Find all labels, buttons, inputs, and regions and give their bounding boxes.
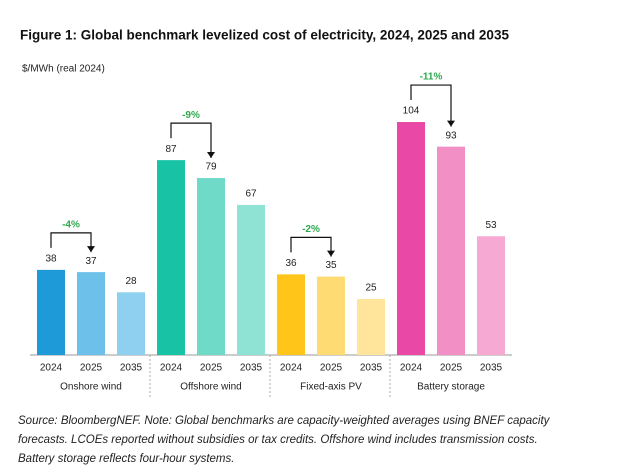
value-label: 38 [45,254,57,265]
bar [157,160,185,355]
change-bracket [410,84,452,127]
value-label: 104 [403,106,420,117]
change-label: -11% [420,72,443,83]
group-label: Battery storage [417,382,485,393]
bar [437,146,465,355]
value-label: 37 [85,256,97,267]
bar [357,299,385,355]
value-label: 25 [365,283,377,294]
x-tick-label: 2035 [360,363,383,374]
change-bracket [170,122,212,159]
x-tick-label: 2035 [120,363,143,374]
group-label: Fixed-axis PV [300,382,362,393]
change-arrow [87,246,95,253]
bar [77,272,105,355]
bar [197,178,225,355]
bar [277,274,305,355]
change-bracket [50,232,92,253]
x-tick-label: 2035 [240,363,263,374]
x-tick-label: 2025 [440,363,463,374]
bar [477,236,505,355]
y-axis-label: $/MWh (real 2024) [22,64,105,75]
change-label: -2% [302,224,320,235]
change-bracket [290,236,332,257]
x-tick-label: 2035 [480,363,503,374]
bar [237,204,265,355]
value-label: 87 [165,144,177,155]
x-tick-label: 2025 [200,363,223,374]
bar [317,276,345,355]
value-label: 36 [285,258,297,269]
change-label: -9% [182,110,200,121]
x-tick-label: 2024 [160,363,183,374]
value-label: 35 [325,260,337,271]
x-tick-label: 2025 [320,363,343,374]
change-arrow [447,120,455,127]
bar [37,269,65,355]
value-label: 28 [125,276,137,287]
source-note: Battery storage reflects four-hour syste… [18,453,234,465]
value-label: 79 [205,162,217,173]
x-tick-label: 2024 [400,363,423,374]
x-tick-label: 2024 [280,363,303,374]
bar [397,122,425,355]
value-label: 53 [485,220,497,231]
x-tick-label: 2024 [40,363,63,374]
source-note: forecasts. LCOEs reported without subsid… [18,434,538,446]
chart-title: Figure 1: Global benchmark levelized cos… [20,28,509,43]
group-label: Offshore wind [180,382,242,393]
group-label: Onshore wind [60,382,122,393]
change-label: -4% [62,220,80,231]
source-note: Source: BloombergNEF. Note: Global bench… [18,415,551,427]
x-tick-label: 2025 [80,363,103,374]
value-label: 67 [245,189,257,200]
bar [117,292,145,355]
change-arrow [327,250,335,257]
value-label: 93 [445,130,457,141]
change-arrow [207,152,215,159]
